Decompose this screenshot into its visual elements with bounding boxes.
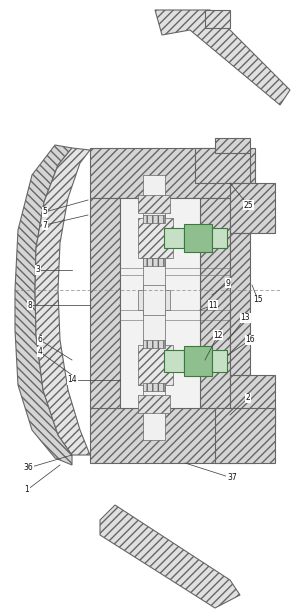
Text: 2: 2 <box>246 394 250 402</box>
Polygon shape <box>100 505 240 608</box>
Bar <box>212 228 227 248</box>
Polygon shape <box>155 10 290 105</box>
Bar <box>138 345 173 385</box>
Bar <box>215 408 275 463</box>
Polygon shape <box>15 145 72 465</box>
Text: 36: 36 <box>23 463 33 472</box>
Polygon shape <box>35 148 90 455</box>
Bar <box>212 350 227 372</box>
Bar <box>138 218 173 258</box>
Bar <box>143 285 165 315</box>
Text: 3: 3 <box>36 265 40 275</box>
Bar <box>164 350 184 372</box>
Text: 11: 11 <box>208 301 218 309</box>
Bar <box>195 148 250 183</box>
Bar <box>215 138 250 153</box>
Text: 13: 13 <box>240 314 250 323</box>
Text: 8: 8 <box>27 301 32 309</box>
Text: 7: 7 <box>43 221 47 230</box>
Bar <box>143 383 165 391</box>
Text: 14: 14 <box>67 376 77 384</box>
Text: 16: 16 <box>245 336 255 344</box>
Bar <box>143 340 165 348</box>
Text: 4: 4 <box>37 347 43 357</box>
Text: 9: 9 <box>226 278 230 288</box>
Bar <box>90 148 255 198</box>
Text: 12: 12 <box>213 331 223 339</box>
Bar <box>90 198 120 408</box>
Polygon shape <box>205 10 230 28</box>
Text: 37: 37 <box>227 474 237 482</box>
Bar <box>90 408 255 463</box>
Bar <box>164 228 184 248</box>
Bar <box>184 346 212 376</box>
Text: 6: 6 <box>37 336 43 344</box>
Text: 5: 5 <box>43 208 47 216</box>
Bar <box>143 258 165 266</box>
Bar <box>230 375 275 425</box>
Bar <box>184 224 212 252</box>
Bar <box>138 290 170 310</box>
Text: 25: 25 <box>243 200 253 209</box>
Bar <box>143 215 165 223</box>
Bar <box>138 395 170 413</box>
Bar <box>230 233 250 375</box>
Text: 15: 15 <box>253 296 263 304</box>
Bar <box>143 175 165 440</box>
Bar <box>138 195 170 213</box>
Bar <box>200 198 230 408</box>
Text: 1: 1 <box>25 485 29 495</box>
Bar <box>230 183 275 233</box>
Bar <box>120 198 200 408</box>
